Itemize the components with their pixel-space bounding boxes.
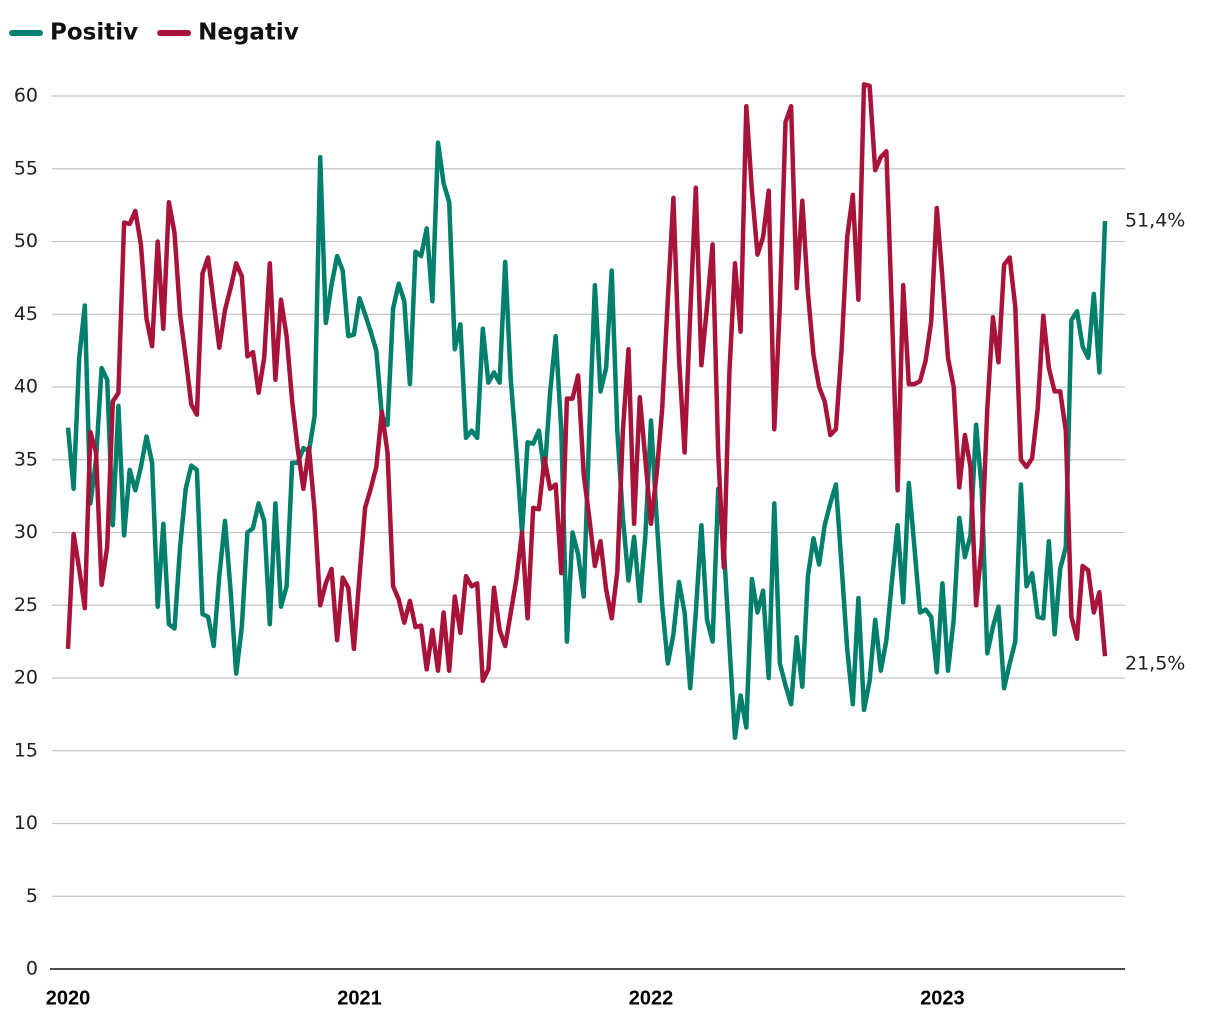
legend-label: Negativ: [198, 20, 299, 46]
x-tick-label: 2021: [337, 987, 382, 1009]
x-tick-label: 2020: [46, 987, 91, 1009]
y-tick-label: 5: [26, 885, 38, 907]
x-tick-label: 2022: [629, 987, 674, 1009]
line: [65, 140, 1108, 740]
y-tick-label: 25: [14, 594, 38, 616]
y-tick-label: 60: [14, 85, 38, 107]
y-tick-label: 0: [26, 958, 38, 980]
y-tick-label: 30: [14, 521, 38, 543]
y-tick-label: 35: [14, 448, 38, 470]
line: [65, 82, 1108, 684]
y-tick-label: 20: [14, 667, 38, 689]
y-tick-label: 55: [14, 157, 38, 179]
legend-label: Positiv: [50, 20, 138, 46]
y-tick-label: 50: [14, 230, 38, 252]
annotation: 21,5%: [1125, 653, 1185, 675]
y-tick-label: 45: [14, 303, 38, 325]
y-tick-label: 15: [14, 739, 38, 761]
annotation: 51,4%: [1125, 210, 1185, 232]
y-tick-label: 10: [14, 812, 38, 834]
x-tick-label: 2023: [920, 987, 965, 1009]
y-tick-label: 40: [14, 376, 38, 398]
